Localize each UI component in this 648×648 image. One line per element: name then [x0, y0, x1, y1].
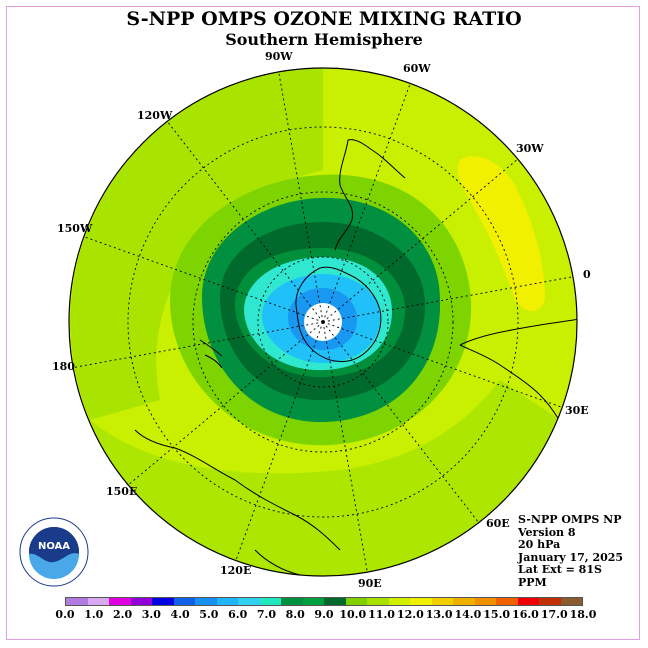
latitude-circle-50s — [192, 191, 454, 453]
map-subtitle: Southern Hemisphere — [225, 30, 423, 49]
australia-coast — [134, 429, 341, 551]
color-swatch — [496, 598, 518, 605]
map-title: S-NPP OMPS OZONE MIXING RATIO — [126, 8, 522, 30]
color-swatch — [302, 598, 324, 605]
info-instrument: S-NPP OMPS NP — [518, 513, 622, 526]
color-swatch — [152, 598, 174, 605]
antarctica-coast — [295, 266, 382, 363]
color-scale-tick-label: 2.0 — [112, 608, 133, 621]
latitude-circle-30s — [127, 126, 519, 518]
color-scale-tick-label: 6.0 — [228, 608, 248, 621]
color-scale-tick-label: 0.0 — [55, 608, 75, 621]
info-lat-extent: Lat Ext = 81S — [518, 563, 602, 576]
south-america-coast — [334, 139, 354, 251]
color-swatch — [195, 598, 217, 605]
lon-label-60w: 60W — [403, 62, 431, 75]
color-swatch — [474, 598, 496, 605]
meridian-120e — [235, 321, 324, 561]
ozone-band-11ppm-south — [90, 380, 560, 576]
color-swatch — [109, 598, 131, 605]
color-swatch — [388, 598, 410, 605]
noaa-logo: NOAA — [18, 516, 90, 588]
lon-label-90e: 90E — [358, 577, 382, 590]
color-scale-tick-label: 3.0 — [141, 608, 161, 621]
lon-label-30w: 30W — [516, 142, 544, 155]
color-swatch — [66, 598, 88, 605]
figure-frame — [6, 6, 640, 640]
color-scale-tick-label: 18.0 — [569, 608, 597, 621]
color-scale-tick-label: 9.0 — [314, 608, 334, 621]
color-swatch — [345, 598, 367, 605]
graticule — [70, 68, 577, 576]
color-scale-tick-label: 5.0 — [199, 608, 219, 621]
lon-label-0: 0 — [583, 268, 591, 281]
lon-label-90w: 90W — [265, 50, 293, 63]
color-swatch — [259, 598, 281, 605]
color-swatch — [216, 598, 238, 605]
color-swatch — [431, 598, 453, 605]
lon-label-180: 180 — [52, 360, 75, 373]
color-scale-tick-label: 10.0 — [339, 608, 367, 621]
lon-label-60e: 60E — [486, 517, 510, 530]
color-swatch — [560, 598, 582, 605]
color-scale-tick-label: 14.0 — [454, 608, 482, 621]
color-scale-tick-label: 15.0 — [483, 608, 511, 621]
color-swatch — [130, 598, 152, 605]
color-swatch — [539, 598, 561, 605]
map-boundary-circle — [68, 67, 578, 577]
color-swatch — [87, 598, 109, 605]
color-scale-tick-label: 17.0 — [540, 608, 568, 621]
lon-label-150e: 150E — [106, 485, 138, 498]
meridian-0 — [322, 275, 577, 323]
latitude-circle-70s — [257, 256, 389, 388]
color-swatch — [453, 598, 475, 605]
lon-label-120w: 120W — [137, 109, 173, 122]
noaa-logo-text: NOAA — [38, 541, 70, 552]
color-swatch — [238, 598, 260, 605]
color-scale-tick-label: 4.0 — [170, 608, 190, 621]
lon-label-120e: 120E — [220, 564, 252, 577]
color-scale-tick-label: 12.0 — [396, 608, 424, 621]
lon-label-150w: 150W — [57, 222, 93, 235]
new-zealand-coast — [199, 339, 223, 369]
info-units: PPM — [518, 575, 547, 589]
color-scale-tick-label: 13.0 — [425, 608, 453, 621]
ozone-maximum-13ppm — [457, 156, 545, 312]
africa-south-coast — [459, 317, 577, 346]
color-scale-tick-label: 16.0 — [512, 608, 539, 621]
color-scale-ticks: 0.0 1.0 2.0 3.0 4.0 5.0 6.0 7.0 8.0 9.0 10.0 11.0 12… — [0, 608, 648, 622]
color-swatch — [410, 598, 432, 605]
color-scale-bar — [65, 597, 583, 606]
color-scale-tick-label: 7.0 — [256, 608, 277, 621]
south-america-east-coast — [347, 139, 406, 179]
color-swatch — [324, 598, 346, 605]
info-pressure-level: 20 hPa — [518, 538, 561, 551]
south-pole-marker — [321, 320, 325, 324]
color-swatch — [517, 598, 539, 605]
color-scale-tick-label: 1.0 — [84, 608, 104, 621]
color-scale-tick-label: 8.0 — [285, 608, 305, 621]
color-swatch — [281, 598, 303, 605]
product-info: S-NPP OMPS NP Version 8 20 hPa January 1… — [518, 513, 624, 589]
color-swatch — [367, 598, 389, 605]
color-scale-tick-label: 11.0 — [368, 608, 395, 621]
color-swatch — [173, 598, 195, 605]
info-date: January 17, 2025 — [518, 550, 624, 564]
info-version: Version 8 — [518, 525, 576, 539]
meridian-60w — [322, 83, 411, 323]
lon-label-30e: 30E — [565, 404, 589, 417]
